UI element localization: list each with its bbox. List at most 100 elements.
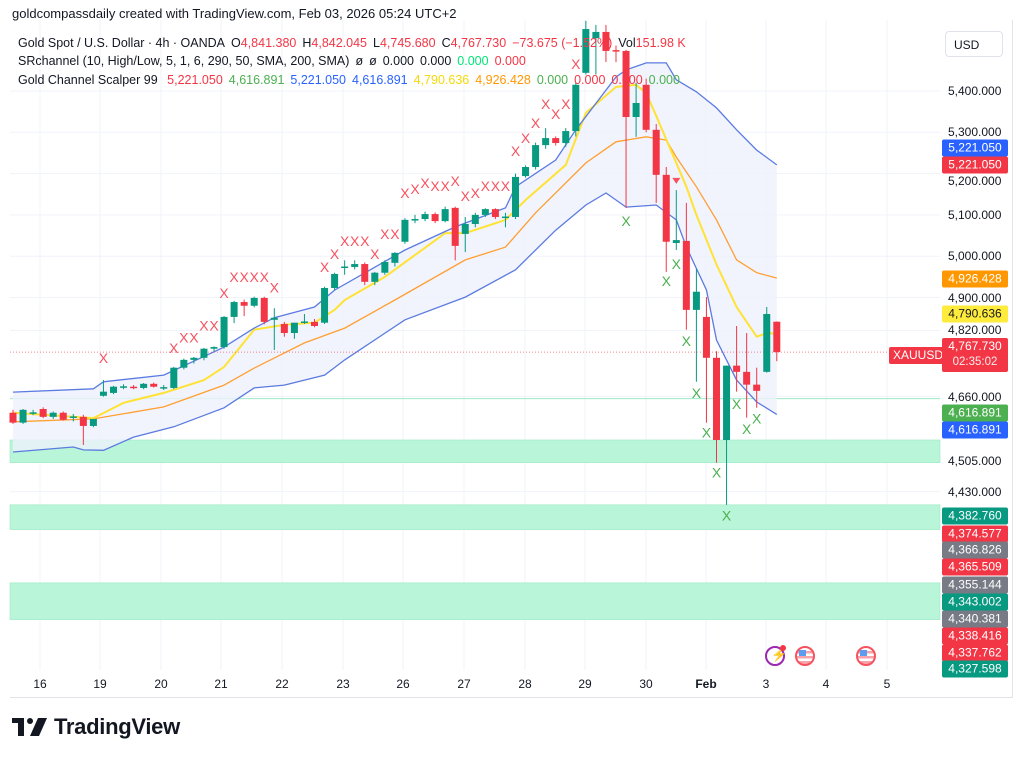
bearish-candle: [642, 84, 650, 130]
chart-title: goldcompassdaily created with TradingVie…: [12, 6, 457, 21]
badge-price: 4,337.762: [948, 645, 1002, 660]
sell-signal-mark: X: [229, 269, 239, 285]
bullish-candle: [220, 316, 228, 348]
price-tick-label: 5,100.000: [948, 207, 1002, 222]
bullish-candle: [160, 387, 168, 389]
bullish-candle: [592, 31, 600, 39]
bullish-candle: [471, 214, 479, 224]
sell-signal-mark: X: [179, 330, 189, 346]
time-tick-label: 26: [396, 677, 410, 691]
price-level-badge: 4,327.598: [942, 660, 1008, 678]
buy-signal-mark: X: [682, 333, 692, 349]
price-level-badge: 4,790.636: [942, 305, 1008, 323]
price-level-badge: 4,382.760: [942, 507, 1008, 525]
bullish-candle: [180, 359, 188, 368]
bullish-candle: [331, 273, 339, 289]
bearish-candle: [39, 409, 47, 417]
bearish-candle: [361, 264, 369, 282]
sell-signal-mark: X: [400, 185, 410, 201]
time-tick-label: 4: [822, 677, 830, 691]
bearish-candle: [612, 50, 620, 52]
price-tick-label: 4,900.000: [948, 290, 1002, 305]
bullish-candle: [200, 348, 208, 358]
bullish-candle: [341, 266, 349, 269]
bullish-candle: [401, 219, 409, 242]
low-value: 4,745.680: [379, 36, 436, 50]
legend-symbol[interactable]: Gold Spot / U.S. Dollar · 4h · OANDA: [18, 36, 226, 50]
indicator-value: 4,616.891: [352, 73, 408, 87]
bullish-candle: [723, 365, 731, 440]
time-tick-label: 3: [762, 677, 770, 691]
price-level-badge: 4,365.509: [942, 558, 1008, 576]
indicator-name[interactable]: SRchannel (10, High/Low, 5, 1, 6, 290, 5…: [18, 54, 350, 68]
bearish-candle: [743, 371, 751, 385]
indicator-name[interactable]: Gold Channel Scalper 99: [18, 73, 158, 87]
indicator-value: 4,616.891: [228, 73, 285, 87]
support-zone: [9, 439, 941, 463]
sell-signal-mark: X: [451, 173, 461, 189]
sell-signal-mark: X: [340, 233, 350, 249]
bullish-candle: [140, 383, 148, 388]
bullish-candle: [300, 321, 308, 323]
sell-signal-mark: X: [420, 175, 430, 191]
bearish-candle: [713, 357, 720, 440]
buy-signal-mark: X: [742, 421, 752, 437]
bearish-candle: [602, 31, 610, 51]
us-flag-icon[interactable]: [795, 646, 815, 666]
bar-countdown: 02:35:02: [952, 356, 998, 368]
bullish-candle: [501, 216, 509, 219]
price-tick-label: 4,430.000: [948, 484, 1002, 499]
us-flag-icon[interactable]: [856, 646, 876, 666]
badge-price: 4,327.598: [948, 661, 1002, 676]
volume-value: 151.98 K: [635, 36, 686, 50]
bullish-candle: [562, 131, 570, 144]
sell-signal-mark: X: [330, 246, 340, 262]
legend-srchannel: SRchannel (10, High/Low, 5, 1, 6, 290, 5…: [18, 54, 532, 68]
bullish-candle: [542, 138, 550, 146]
badge-price: 4,790.636: [948, 306, 1002, 321]
badge-price: 4,365.509: [948, 559, 1002, 574]
bullish-candle: [170, 367, 178, 388]
volume-label: Vol: [618, 36, 636, 50]
bearish-candle: [79, 416, 87, 426]
badge-price: 5,221.050: [948, 140, 1002, 155]
sell-signal-mark: X: [471, 185, 481, 201]
sell-signal-mark: X: [481, 178, 491, 194]
lightning-event-icon[interactable]: ⚡: [765, 645, 787, 666]
bullish-candle: [441, 209, 449, 222]
bullish-candle: [321, 288, 329, 323]
sell-signal-mark: X: [531, 115, 541, 131]
currency-button[interactable]: USD: [945, 31, 1003, 57]
bearish-candle: [733, 365, 741, 372]
buy-signal-mark: X: [621, 213, 631, 229]
badge-price: 4,343.002: [948, 594, 1002, 609]
support-zone: [9, 504, 941, 530]
bearish-candle: [682, 240, 690, 310]
tradingview-logo[interactable]: TradingView: [12, 714, 180, 740]
bullish-candle: [692, 291, 700, 310]
sell-signal-mark: X: [270, 280, 280, 296]
indicator-value: ø: [355, 54, 364, 68]
sell-triangle-mark: [672, 177, 681, 184]
indicator-value: 5,221.050: [290, 73, 346, 87]
bearish-candle: [431, 214, 439, 222]
indicator-value: 0.000: [457, 54, 489, 68]
bearish-candle: [491, 209, 499, 217]
bullish-candle: [270, 317, 278, 320]
tradingview-mark-icon: [12, 718, 47, 736]
sell-signal-mark: X: [199, 318, 209, 334]
indicator-value: 0.000: [494, 54, 526, 68]
sell-signal-mark: X: [350, 233, 360, 249]
badge-price: 4,374.577: [948, 526, 1002, 541]
open-label: O: [231, 36, 241, 50]
badge-price: 4,382.760: [948, 508, 1002, 523]
sell-signal-mark: X: [511, 143, 521, 159]
price-tick-label: 4,820.000: [948, 323, 1002, 337]
price-tick-label: 5,400.000: [948, 84, 1002, 98]
sell-signal-mark: X: [320, 259, 330, 275]
bullish-candle: [632, 102, 640, 118]
last-price-badge: 4,767.730 02:35:02: [942, 338, 1008, 372]
bullish-candle: [522, 166, 530, 177]
badge-price: 4,616.891: [948, 405, 1002, 420]
